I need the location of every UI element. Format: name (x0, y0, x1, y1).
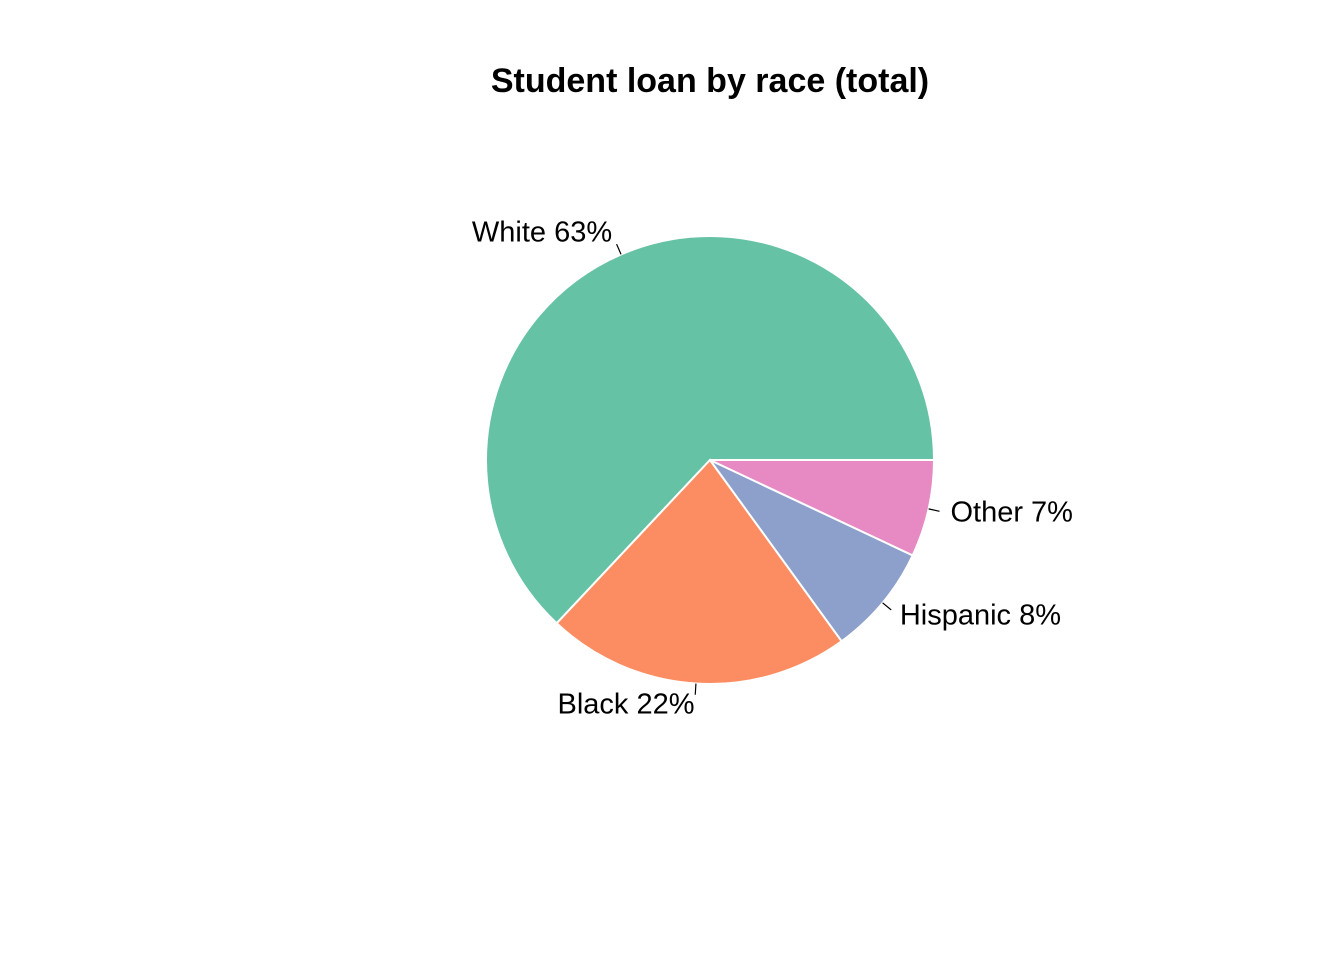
pie-slice-other (709, 459, 936, 557)
leader-line-other (928, 508, 940, 512)
slice-label-hispanic: Hispanic 8% (900, 600, 1061, 632)
slice-labels: White 63% Black 22% Hispanic 8% Other 7% (472, 217, 1073, 721)
chart-title: Student loan by race (total) (491, 62, 929, 100)
pie-slice-black (555, 458, 844, 685)
leader-line-hispanic (882, 602, 892, 611)
pie-slices (485, 235, 936, 685)
slice-label-black: Black 22% (558, 689, 695, 721)
leader-line-white (616, 243, 622, 255)
leader-line-black (694, 683, 697, 695)
slice-label-white: White 63% (472, 217, 612, 249)
slice-label-other: Other 7% (950, 496, 1073, 528)
pie-slice-white (485, 235, 936, 625)
label-leader-lines (616, 243, 940, 695)
